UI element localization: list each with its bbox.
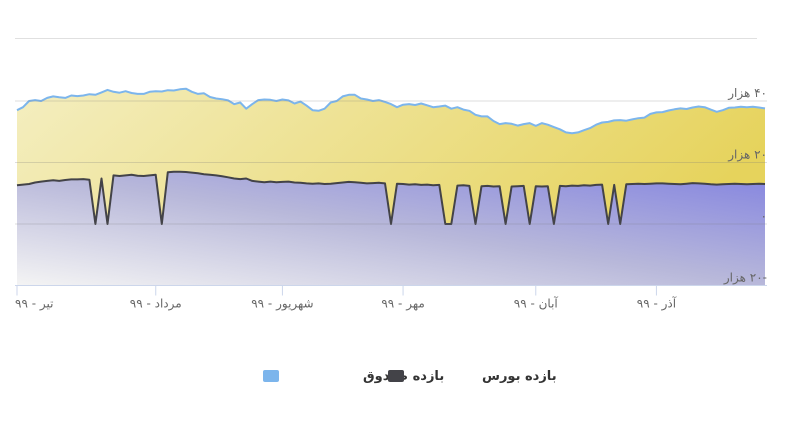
x-tick-label: آذر - ۹۹ xyxy=(637,296,677,312)
y-tick-label: ۴۰ هزار xyxy=(727,86,767,101)
x-tick-label: آبان - ۹۹ xyxy=(514,296,559,311)
legend-swatch xyxy=(263,370,279,382)
series-line xyxy=(16,87,766,135)
legend: بازده صندوق بازده بورس xyxy=(263,369,557,384)
x-tick-label: شهریور - ۹۹ xyxy=(251,297,313,312)
y-tick-label: ۲۰ هزار xyxy=(727,148,767,163)
y-tick-label: ۰ xyxy=(761,209,767,223)
x-tick-label: مرداد - ۹۹ xyxy=(130,297,182,312)
plot-area: -۲۰ هزار ۰ ۲۰ هزار ۴۰ هزار تیر - ۹۹ مرداد - ۹… xyxy=(15,86,767,312)
legend-label[interactable]: بازده بورس xyxy=(482,369,557,384)
y-tick-label: -۲۰ هزار xyxy=(723,271,767,286)
series-line xyxy=(16,170,766,225)
legend-swatch xyxy=(388,370,404,382)
area-fill xyxy=(17,171,765,286)
x-tick-label: مهر - ۹۹ xyxy=(381,297,424,312)
x-tick-label: تیر - ۹۹ xyxy=(15,297,53,312)
